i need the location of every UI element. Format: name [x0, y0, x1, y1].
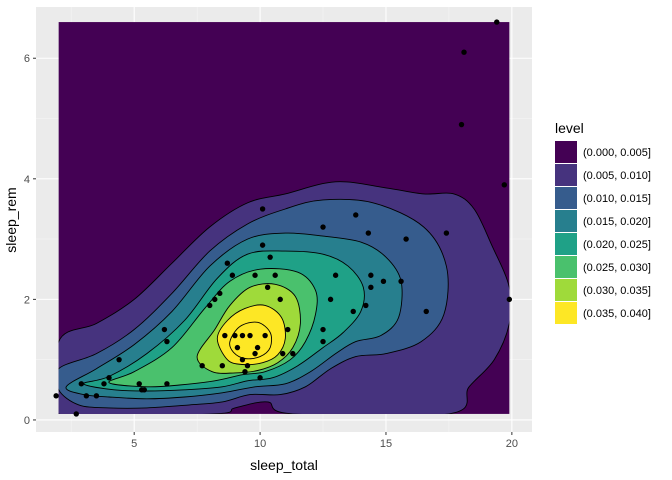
data-point — [164, 338, 170, 345]
y-tick-label: 6 — [24, 53, 30, 65]
data-point — [116, 356, 122, 363]
data-point — [141, 387, 147, 393]
legend-label: (0.005, 0.010] — [583, 170, 651, 182]
data-point — [207, 302, 213, 309]
legend-swatch — [555, 210, 577, 232]
data-point — [461, 49, 467, 55]
data-point — [368, 284, 374, 291]
density-contour-level-8 — [229, 321, 273, 360]
data-point — [101, 381, 107, 387]
data-point — [277, 296, 283, 303]
legend-label: (0.015, 0.020] — [583, 216, 651, 228]
data-point — [222, 332, 228, 339]
x-axis-title: sleep_total — [250, 457, 318, 473]
data-point — [257, 375, 263, 381]
data-point — [229, 272, 236, 278]
data-point — [267, 254, 273, 260]
data-point — [136, 381, 142, 387]
data-point — [259, 242, 266, 248]
y-tick-label: 4 — [24, 174, 30, 186]
y-axis-title: sleep_rem — [3, 187, 19, 252]
data-point — [285, 326, 291, 333]
legend-swatch — [555, 256, 577, 278]
data-point — [53, 393, 59, 399]
data-point — [239, 332, 246, 339]
data-point — [494, 19, 500, 25]
data-point — [320, 326, 326, 333]
data-point — [106, 375, 112, 381]
data-point — [320, 338, 326, 345]
data-point — [242, 369, 248, 375]
data-point — [353, 212, 359, 218]
data-point — [423, 308, 429, 315]
legend-label: (0.020, 0.025] — [583, 239, 651, 251]
data-point — [398, 278, 404, 284]
legend-label: (0.030, 0.035] — [583, 285, 651, 297]
legend-label: (0.000, 0.005] — [583, 147, 651, 159]
legend-swatch — [555, 233, 577, 255]
data-point — [458, 121, 465, 128]
data-point — [254, 344, 261, 351]
legend-label: (0.035, 0.040] — [583, 308, 651, 320]
legend-swatch — [555, 164, 577, 186]
data-point — [199, 362, 205, 369]
legend-label: (0.010, 0.015] — [583, 193, 651, 205]
data-point — [365, 230, 372, 236]
data-point — [212, 296, 218, 303]
data-point — [363, 302, 369, 309]
legend-label: (0.025, 0.030] — [583, 262, 651, 274]
data-point — [506, 296, 513, 303]
legend-title: level — [555, 120, 584, 136]
data-point — [234, 344, 241, 351]
data-point — [73, 411, 79, 417]
data-point — [403, 236, 409, 242]
data-point — [239, 356, 246, 363]
density-layer — [58, 22, 510, 414]
data-point — [217, 290, 223, 297]
data-point — [280, 350, 286, 357]
density-contours — [58, 181, 510, 414]
data-point — [252, 350, 258, 357]
scatter-points — [53, 19, 513, 417]
data-point — [252, 272, 258, 278]
data-point — [501, 182, 508, 188]
data-point — [259, 206, 266, 212]
data-point — [78, 381, 85, 387]
y-tick-label: 0 — [24, 415, 30, 427]
axes: 5 10 15 20 0 2 4 6 — [24, 53, 518, 450]
data-point — [219, 362, 226, 369]
data-point — [164, 381, 170, 387]
data-point — [244, 362, 251, 369]
data-point — [332, 272, 339, 278]
legend: level (0.000, 0.005] (0.005, 0.010] (0.010… — [555, 120, 651, 324]
data-point — [327, 296, 334, 303]
data-point — [380, 278, 387, 284]
data-point — [350, 308, 356, 315]
data-point — [290, 350, 296, 357]
x-tick-label: 5 — [131, 438, 137, 450]
data-point — [83, 393, 90, 399]
data-point — [247, 332, 253, 339]
x-tick-label: 15 — [380, 438, 392, 450]
data-point — [161, 326, 168, 333]
legend-swatch — [555, 279, 577, 301]
data-point — [443, 230, 450, 236]
legend-swatch — [555, 187, 577, 209]
data-point — [272, 272, 278, 278]
data-point — [264, 284, 271, 291]
data-point — [320, 224, 326, 230]
data-point — [232, 332, 238, 339]
data-point — [368, 272, 374, 278]
data-point — [224, 260, 231, 266]
x-tick-label: 20 — [506, 438, 518, 450]
x-tick-label: 10 — [254, 438, 266, 450]
legend-swatch — [555, 302, 577, 324]
y-tick-label: 2 — [24, 294, 30, 306]
legend-swatch — [555, 141, 577, 163]
data-point — [93, 393, 100, 399]
data-point — [262, 332, 268, 339]
